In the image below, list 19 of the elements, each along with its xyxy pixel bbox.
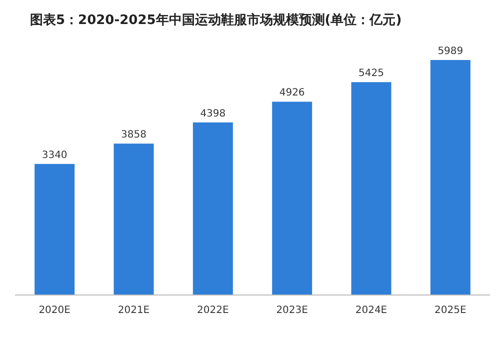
x-tick-label: 2024E — [355, 305, 388, 316]
x-tick-label: 2022E — [197, 305, 229, 316]
bar — [192, 122, 233, 295]
data-label: 3340 — [42, 150, 68, 161]
x-tick-label: 2023E — [276, 305, 308, 316]
chart-title: 图表5：2020-2025年中国运动鞋服市场规模预测(单位：亿元) — [30, 12, 402, 28]
bar — [34, 164, 75, 295]
bar — [114, 144, 154, 295]
data-label: 3858 — [121, 130, 146, 141]
x-tick-label: 2025E — [434, 305, 466, 316]
data-label: 4398 — [200, 108, 226, 120]
x-tick-label: 2020E — [38, 305, 70, 316]
bar — [430, 60, 470, 295]
bar — [272, 102, 312, 295]
x-tick-label: 2021E — [118, 305, 150, 316]
bar — [351, 82, 392, 295]
data-label: 4926 — [279, 88, 305, 99]
data-label: 5989 — [438, 46, 464, 57]
data-label: 5425 — [358, 68, 384, 80]
